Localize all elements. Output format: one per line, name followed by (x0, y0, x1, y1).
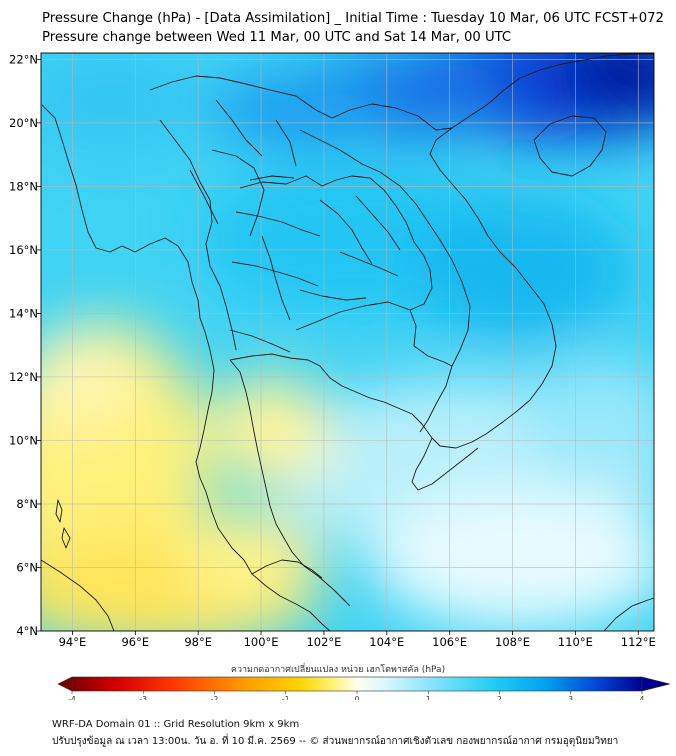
colorbar-label: ความกดอากาศเปลี่ยนแปลง หน่วย เฮกโตพาสคัล… (230, 665, 446, 675)
colorbar-gradient (71, 676, 643, 692)
colorbar-tick-label: -4 (68, 695, 76, 700)
lon-tick-label: 104°E (369, 635, 404, 649)
lat-tick-label: 6°N (16, 560, 38, 574)
lon-tick-label: 102°E (306, 635, 341, 649)
colorbar-tick-label: 0 (355, 695, 360, 700)
colorbar: -4 -3 -2 -1 0 1 2 3 4 (57, 676, 671, 700)
lon-tick-label: 112°E (621, 635, 656, 649)
colorbar-tick-label: 4 (640, 695, 645, 700)
lon-tick-label: 98°E (184, 635, 212, 649)
lat-tick-label: 22°N (9, 52, 38, 66)
lat-tick-label: 14°N (9, 306, 38, 320)
lat-tick-labels: 22°N 20°N 18°N 16°N 14°N 12°N 10°N 8°N 6°N 4°N (9, 52, 41, 638)
colorbar-tick-label: -2 (211, 695, 219, 700)
lat-tick-label: 18°N (9, 179, 38, 193)
lat-tick-label: 10°N (9, 433, 38, 447)
footer-model-info: WRF-DA Domain 01 :: Grid Resolution 9km … (52, 719, 300, 730)
lon-tick-label: 100°E (244, 635, 279, 649)
colorbar-tick-label: -1 (282, 695, 290, 700)
colorbar-high-extend (641, 676, 671, 692)
lat-tick-label: 20°N (9, 116, 38, 130)
pressure-change-map: 94°E 96°E 98°E 100°E 102°E 104°E 106°E 108°E 110… (9, 52, 671, 700)
map-gridlines (41, 53, 654, 631)
pressure-field (41, 53, 654, 631)
lon-tick-label: 108°E (495, 635, 530, 649)
colorbar-tick-label: 3 (568, 695, 573, 700)
lat-tick-label: 8°N (16, 497, 38, 511)
colorbar-ticks: -4 -3 -2 -1 0 1 2 3 4 (68, 691, 645, 700)
map-subtitle: Pressure change between Wed 11 Mar, 00 U… (42, 30, 512, 45)
map-title: Pressure Change (hPa) - [Data Assimilati… (42, 11, 664, 26)
lat-tick-label: 12°N (9, 370, 38, 384)
lon-tick-label: 94°E (59, 635, 87, 649)
lon-tick-label: 110°E (558, 635, 593, 649)
map-boundaries (41, 53, 654, 631)
lon-tick-label: 96°E (121, 635, 149, 649)
colorbar-tick-label: -3 (140, 695, 148, 700)
colorbar-tick-label: 2 (497, 695, 502, 700)
lat-tick-label: 4°N (16, 624, 38, 638)
map-frame (40, 52, 655, 632)
lon-tick-labels: 94°E 96°E 98°E 100°E 102°E 104°E 106°E 108°E 110… (59, 631, 656, 649)
footer-credit: ปรับปรุงข้อมูล ณ เวลา 13:00น. วัน อ. ที่… (52, 736, 619, 747)
lat-tick-label: 16°N (9, 243, 38, 257)
colorbar-tick-label: 1 (426, 695, 431, 700)
colorbar-low-extend (57, 676, 73, 692)
lon-tick-label: 106°E (432, 635, 467, 649)
